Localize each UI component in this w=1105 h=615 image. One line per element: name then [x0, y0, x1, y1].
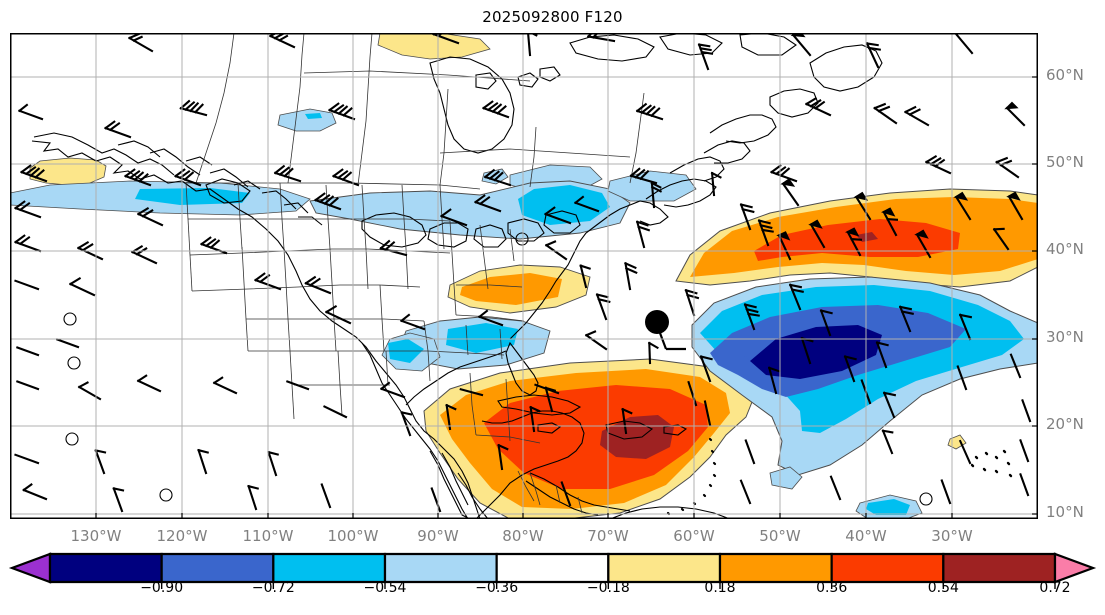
lat-label-30n: 30°N	[1046, 328, 1084, 346]
colorbar-label-1: −0.72	[251, 580, 295, 596]
lon-label-40w: 40°W	[845, 527, 887, 545]
colorbar-label-0: −0.90	[140, 580, 184, 596]
lon-label-120w: 120°W	[156, 527, 208, 545]
colorbar[interactable]	[0, 551, 1105, 615]
colorbar-segment-10[interactable]	[1053, 552, 1097, 584]
lon-label-60w: 60°W	[673, 527, 715, 545]
colorbar-label-6: 0.36	[816, 580, 848, 596]
lat-label-10n: 10°N	[1046, 503, 1084, 521]
colorbar-segment-6[interactable]	[607, 552, 722, 584]
lon-label-90w: 90°W	[417, 527, 459, 545]
political-border-layer	[185, 33, 645, 514]
lon-label-50w: 50°W	[759, 527, 801, 545]
colorbar-segment-7[interactable]	[718, 552, 833, 584]
feature-hudson-bay-positive	[377, 33, 491, 60]
lat-label-60n: 60°N	[1046, 66, 1084, 84]
page-title: 2025092800 F120	[482, 8, 623, 26]
colorbar-label-8: 0.72	[1039, 580, 1071, 596]
map-frame	[10, 33, 1038, 519]
colorbar-label-7: 0.54	[927, 580, 959, 596]
colorbar-segment-5[interactable]	[495, 552, 610, 584]
colorbar-segment-8[interactable]	[830, 552, 945, 584]
lon-label-70w: 70°W	[587, 527, 629, 545]
lon-label-130w: 130°W	[70, 527, 122, 545]
colorbar-ticks	[160, 582, 1056, 589]
map-svg	[10, 33, 1038, 519]
colorbar-label-5: 0.18	[704, 580, 736, 596]
feature-prairie-negative	[277, 108, 337, 132]
lon-label-80w: 80°W	[502, 527, 544, 545]
colorbar-segment-9[interactable]	[942, 552, 1057, 584]
colorbar-label-3: −0.36	[475, 580, 519, 596]
lat-label-50n: 50°N	[1046, 153, 1084, 171]
lat-label-20n: 20°N	[1046, 415, 1084, 433]
colorbar-segments	[8, 552, 1097, 584]
colorbar-label-4: −0.18	[586, 580, 630, 596]
colorbar-segment-3[interactable]	[272, 552, 387, 584]
colorbar-segment-1[interactable]	[48, 552, 163, 584]
map-panel[interactable]	[10, 33, 1038, 519]
colorbar-segment-4[interactable]	[383, 552, 498, 584]
colorbar-label-2: −0.54	[363, 580, 407, 596]
colorbar-segment-2[interactable]	[160, 552, 275, 584]
gridline-layer	[10, 33, 1038, 519]
feature-mid-atlantic-coast-positive	[447, 264, 591, 314]
lon-label-100w: 100°W	[327, 527, 379, 545]
colorbar-svg	[8, 552, 1097, 589]
storm-center-marker[interactable]	[645, 310, 686, 351]
lon-label-110w: 110°W	[242, 527, 294, 545]
lon-label-30w: 30°W	[931, 527, 973, 545]
feature-great-lakes-negative	[309, 180, 631, 240]
colorbar-segment-0[interactable]	[8, 552, 52, 584]
lat-label-40n: 40°N	[1046, 240, 1084, 258]
